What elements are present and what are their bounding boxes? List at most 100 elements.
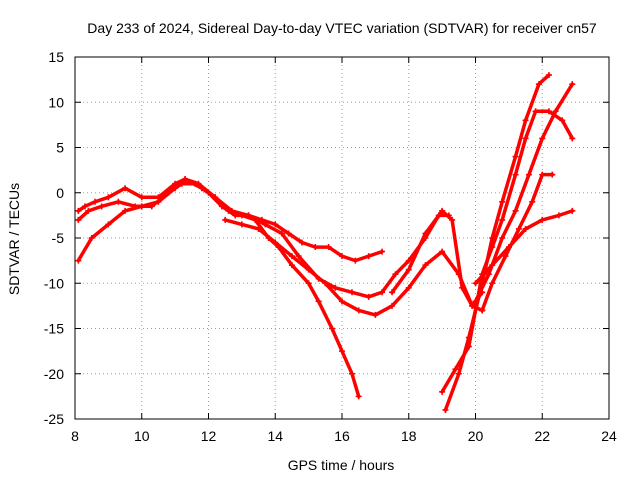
data-point <box>539 135 546 142</box>
data-point <box>75 216 82 223</box>
x-tick-label: 12 <box>201 428 217 444</box>
data-point <box>499 235 506 241</box>
data-point <box>535 81 542 88</box>
data-point <box>272 239 279 246</box>
data-point <box>392 271 399 278</box>
data-point <box>379 289 386 296</box>
data-point <box>422 262 429 269</box>
data-point <box>328 325 335 332</box>
data-point <box>365 293 372 300</box>
data-point <box>489 262 496 269</box>
data-point <box>515 225 522 232</box>
x-axis-label: GPS time / hours <box>288 457 395 473</box>
data-point <box>439 207 446 214</box>
data-point <box>559 117 566 124</box>
x-tick-label: 14 <box>267 428 283 444</box>
data-point <box>315 298 322 305</box>
x-tick-label: 22 <box>534 428 550 444</box>
series-line <box>223 218 484 317</box>
data-point <box>305 280 312 287</box>
data-point <box>115 198 122 205</box>
y-tick-label: -15 <box>44 321 64 337</box>
data-point <box>285 230 292 237</box>
data-point <box>298 239 305 246</box>
series-line <box>390 209 484 308</box>
data-point <box>529 198 536 205</box>
data-point <box>92 198 99 205</box>
data-point <box>238 221 245 228</box>
data-point <box>379 248 386 255</box>
data-point <box>272 221 279 228</box>
data-point <box>512 171 519 178</box>
data-point <box>539 171 546 178</box>
data-point <box>502 253 509 260</box>
data-point <box>549 171 556 178</box>
data-point <box>322 280 329 287</box>
data-point <box>105 194 112 201</box>
data-point <box>489 280 496 287</box>
x-tick-label: 24 <box>601 428 617 444</box>
data-point <box>332 284 339 291</box>
data-point <box>472 280 479 287</box>
data-point <box>485 271 492 278</box>
data-point <box>75 207 82 214</box>
data-point <box>138 203 145 210</box>
data-point <box>288 253 295 260</box>
data-point <box>212 194 219 201</box>
data-point <box>405 257 412 264</box>
data-point <box>228 207 235 214</box>
data-point <box>442 406 449 413</box>
series-track-10 <box>472 207 576 287</box>
data-point <box>439 388 446 395</box>
data-point <box>355 393 362 400</box>
data-series <box>75 72 576 413</box>
data-point <box>255 225 262 232</box>
chart-title: Day 233 of 2024, Sidereal Day-to-day VTE… <box>87 20 597 36</box>
y-tick-label: -5 <box>52 230 65 246</box>
data-point <box>325 244 332 251</box>
series-line <box>76 177 361 399</box>
data-point <box>569 81 576 88</box>
data-point <box>505 244 512 251</box>
data-point <box>222 216 229 223</box>
series-track-5 <box>389 207 486 309</box>
data-point <box>469 302 476 309</box>
data-point <box>305 266 312 273</box>
data-point <box>539 216 546 223</box>
data-point <box>479 307 486 314</box>
data-point <box>552 108 559 115</box>
data-point <box>85 207 92 214</box>
x-tick-label: 8 <box>71 428 79 444</box>
data-point <box>288 262 295 269</box>
data-point <box>262 221 269 228</box>
data-point <box>512 153 519 160</box>
data-point <box>545 108 552 115</box>
data-point <box>569 135 576 142</box>
data-point <box>449 216 456 223</box>
data-point <box>312 244 319 251</box>
data-point <box>532 108 539 115</box>
y-tick-label: -10 <box>44 275 64 291</box>
data-point <box>459 284 466 291</box>
data-point <box>455 370 462 377</box>
data-point <box>339 298 345 305</box>
data-point <box>295 253 302 260</box>
data-point <box>569 207 576 214</box>
data-point <box>195 180 202 187</box>
data-point <box>98 203 105 210</box>
data-point <box>499 198 506 205</box>
series-track-9 <box>479 171 556 314</box>
series-track-4 <box>222 216 486 318</box>
data-point <box>555 212 562 219</box>
data-point <box>339 253 345 260</box>
data-point <box>138 194 145 201</box>
data-point <box>499 216 506 223</box>
y-axis-label: SDTVAR / TECUs <box>6 183 22 295</box>
data-point <box>522 135 529 142</box>
data-point <box>405 266 412 273</box>
data-point <box>472 298 479 305</box>
data-point <box>88 235 95 241</box>
data-point <box>82 203 89 210</box>
y-tick-label: 10 <box>48 94 64 110</box>
